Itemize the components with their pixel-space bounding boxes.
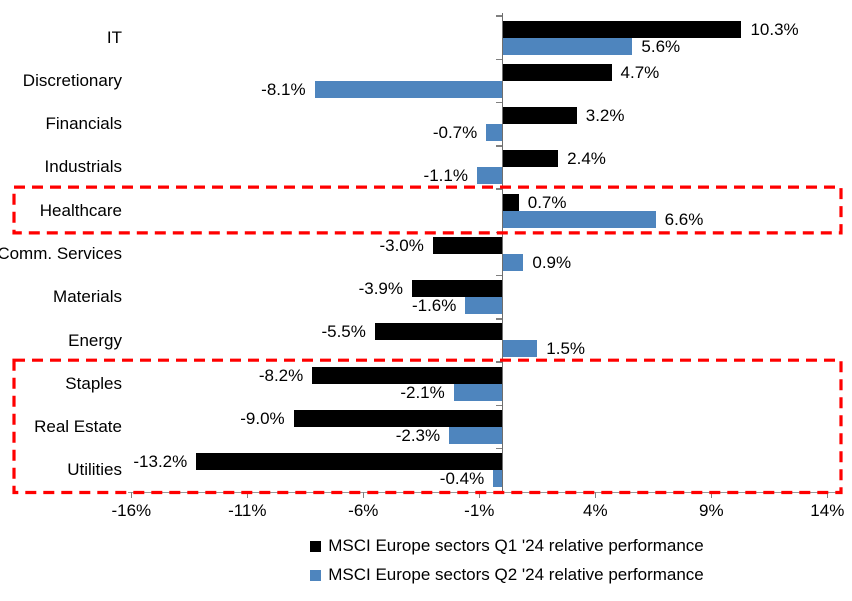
value-label-q1-financials: 3.2% bbox=[585, 106, 625, 126]
value-label-q1-real-estate: -9.0% bbox=[240, 408, 285, 428]
category-label-real-estate: Real Estate bbox=[34, 417, 122, 437]
category-label-staples: Staples bbox=[65, 373, 122, 393]
category-boundary-tick bbox=[495, 145, 502, 147]
bar-q1-staples bbox=[312, 366, 503, 384]
legend-swatch-q2-icon bbox=[310, 569, 322, 581]
category-label-energy: Energy bbox=[68, 330, 122, 350]
legend-label-q1: MSCI Europe sectors Q1 '24 relative perf… bbox=[328, 536, 704, 555]
bar-q2-materials bbox=[465, 297, 503, 315]
x-axis-tick bbox=[478, 492, 481, 498]
x-tick-label--1: -1% bbox=[464, 501, 495, 520]
x-tick-label--16: -16% bbox=[111, 501, 152, 520]
value-label-q1-discretionary: 4.7% bbox=[620, 62, 660, 82]
value-label-q2-it: 5.6% bbox=[641, 36, 681, 56]
legend-item-q2: MSCI Europe sectors Q2 '24 relative perf… bbox=[310, 565, 704, 585]
value-label-q2-utilities: -0.4% bbox=[439, 469, 485, 489]
x-axis-line bbox=[128, 491, 840, 494]
value-label-q2-industrials: -1.1% bbox=[423, 166, 468, 186]
bar-q1-real-estate bbox=[293, 409, 503, 427]
category-boundary-tick bbox=[495, 361, 502, 363]
x-tick-label-9: 9% bbox=[699, 501, 724, 520]
bar-q1-industrials bbox=[502, 150, 559, 168]
bar-q1-energy bbox=[374, 323, 503, 341]
value-label-q2-staples: -2.1% bbox=[400, 382, 445, 402]
legend: MSCI Europe sectors Q1 '24 relative perf… bbox=[162, 536, 852, 585]
legend-swatch-q1-icon bbox=[310, 540, 322, 552]
bar-q2-real-estate bbox=[449, 426, 503, 444]
category-boundary-tick bbox=[495, 274, 502, 277]
value-label-q2-materials: -1.6% bbox=[411, 296, 457, 316]
bar-q2-financials bbox=[486, 124, 503, 142]
value-label-q2-energy: 1.5% bbox=[546, 339, 586, 359]
category-label-comm-services: Comm. Services bbox=[0, 243, 122, 263]
bar-q1-it bbox=[502, 20, 742, 38]
value-label-q1-energy: -5.5% bbox=[321, 322, 366, 342]
bar-q2-it bbox=[502, 37, 633, 55]
x-axis-tick bbox=[362, 492, 365, 498]
bar-q1-comm-services bbox=[432, 236, 503, 254]
x-axis-tick bbox=[130, 492, 133, 498]
category-boundary-tick bbox=[495, 58, 502, 61]
x-axis-tick bbox=[594, 492, 597, 498]
value-label-q1-comm-services: -3.0% bbox=[379, 235, 424, 255]
x-tick-label-14: 14% bbox=[810, 501, 845, 520]
bar-q2-discretionary bbox=[314, 80, 503, 98]
value-label-q1-industrials: 2.4% bbox=[567, 149, 606, 169]
bar-q2-staples bbox=[453, 383, 503, 401]
category-label-discretionary: Discretionary bbox=[22, 70, 122, 90]
bar-q2-comm-services bbox=[502, 253, 524, 271]
category-label-materials: Materials bbox=[53, 287, 122, 307]
legend-label-q2: MSCI Europe sectors Q2 '24 relative perf… bbox=[328, 565, 704, 584]
category-label-industrials: Industrials bbox=[44, 157, 122, 177]
category-label-healthcare: Healthcare bbox=[39, 200, 122, 220]
x-axis-tick bbox=[710, 492, 713, 498]
zero-axis-line bbox=[501, 13, 504, 493]
bar-q2-industrials bbox=[476, 167, 503, 185]
bar-q2-energy bbox=[502, 340, 538, 358]
category-label-financials: Financials bbox=[45, 114, 122, 134]
bar-q1-discretionary bbox=[502, 63, 612, 81]
x-axis-tick bbox=[246, 492, 249, 498]
legend-item-q1: MSCI Europe sectors Q1 '24 relative perf… bbox=[310, 536, 704, 556]
value-label-q1-staples: -8.2% bbox=[258, 365, 304, 385]
bar-q2-healthcare bbox=[502, 210, 656, 228]
value-label-q1-utilities: -13.2% bbox=[133, 452, 188, 472]
value-label-q1-materials: -3.9% bbox=[358, 279, 404, 299]
category-boundary-tick bbox=[495, 318, 502, 320]
x-tick-label--11: -11% bbox=[228, 501, 267, 520]
category-boundary-tick bbox=[495, 15, 502, 17]
bar-q1-utilities bbox=[196, 453, 503, 471]
value-label-q1-healthcare: 0.7% bbox=[527, 192, 567, 212]
category-label-it: IT bbox=[106, 27, 122, 47]
bar-q1-healthcare bbox=[502, 193, 519, 211]
bar-q1-materials bbox=[412, 280, 503, 298]
category-boundary-tick bbox=[495, 447, 502, 450]
category-boundary-tick bbox=[495, 404, 502, 407]
x-tick-label--6: -6% bbox=[348, 501, 379, 520]
x-tick-label-4: 4% bbox=[583, 501, 608, 520]
value-label-q2-healthcare: 6.6% bbox=[664, 209, 704, 229]
value-label-q2-discretionary: -8.1% bbox=[261, 79, 306, 99]
value-label-q2-comm-services: 0.9% bbox=[532, 252, 572, 272]
bar-q1-financials bbox=[502, 107, 577, 125]
category-boundary-tick bbox=[495, 231, 502, 234]
value-label-q1-it: 10.3% bbox=[750, 19, 799, 39]
x-axis-tick bbox=[826, 492, 829, 498]
value-label-q2-financials: -0.7% bbox=[432, 123, 478, 143]
category-boundary-tick bbox=[495, 101, 502, 104]
category-boundary-tick bbox=[495, 188, 502, 190]
value-label-q2-real-estate: -2.3% bbox=[395, 425, 441, 445]
